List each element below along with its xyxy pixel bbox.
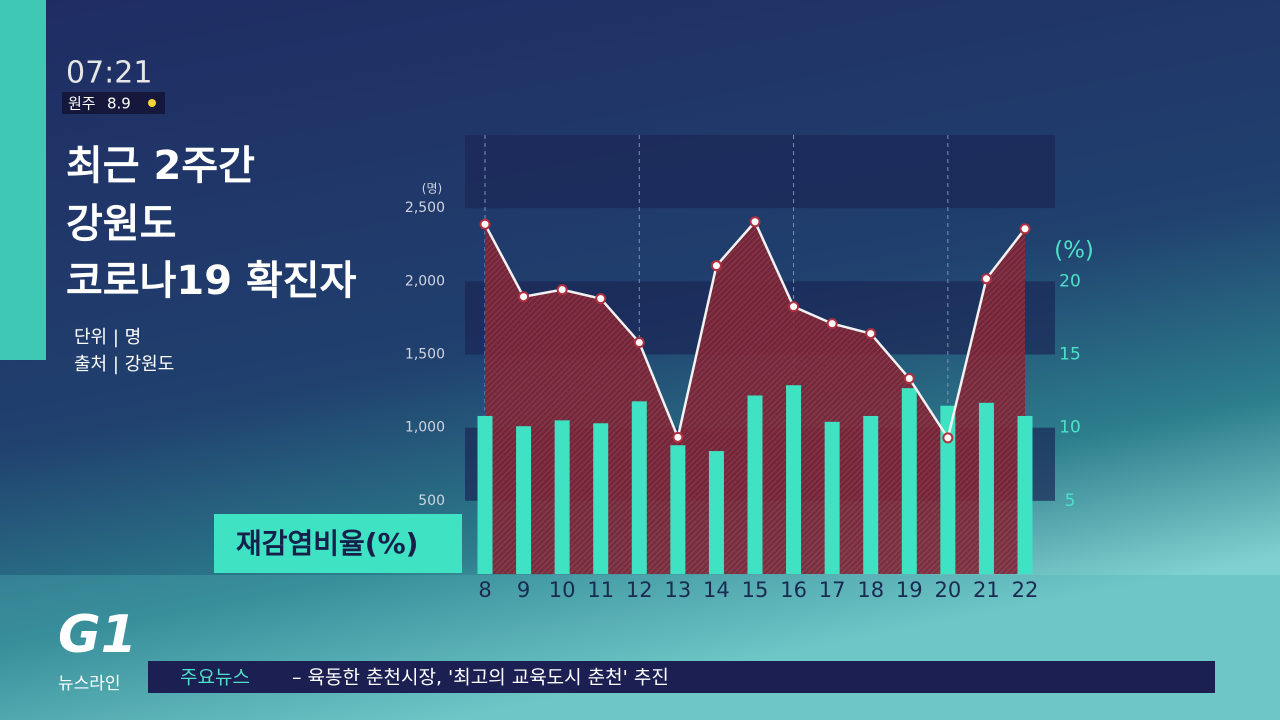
bar	[824, 421, 840, 574]
point	[518, 291, 530, 303]
weather-city: 원주	[68, 95, 96, 113]
x-tick-label: 13	[664, 578, 691, 602]
point	[672, 431, 684, 443]
point	[980, 273, 992, 285]
bar	[940, 405, 956, 574]
unit-note: 단위 | 명	[74, 327, 141, 348]
bar	[786, 385, 802, 574]
x-tick-label: 9	[517, 578, 530, 602]
x-tick-label: 14	[703, 578, 730, 602]
bottom-glow	[0, 575, 1280, 720]
grid-band	[465, 135, 1055, 209]
bar	[554, 420, 570, 574]
x-tick-label: 22	[1012, 578, 1039, 602]
x-tick-label: 10	[549, 578, 576, 602]
point	[788, 301, 800, 313]
title-line: 최근 2주간	[66, 143, 255, 189]
x-tick-label: 19	[896, 578, 923, 602]
y2-axis-unit: (%)	[1054, 238, 1094, 264]
bar	[593, 423, 609, 574]
point	[749, 216, 761, 228]
title-line: 강원도	[66, 201, 176, 247]
bar	[747, 395, 763, 574]
y-tick-label: 2,500	[405, 200, 445, 216]
bar	[901, 388, 917, 574]
y-tick-label: 2,000	[405, 273, 445, 289]
x-tick-label: 17	[819, 578, 846, 602]
y-tick-label: 1,500	[405, 347, 445, 363]
x-tick-label: 16	[780, 578, 807, 602]
bar	[477, 415, 493, 574]
weather-box	[62, 92, 165, 114]
bar	[670, 445, 686, 574]
y-tick-label: 1,000	[405, 420, 445, 436]
legend-label: 재감염비율(%)	[236, 527, 418, 560]
plot: 500 1,000 1,500 2,000 2,500 (명) 5 10 15 20 (%) 8 9 10…	[405, 135, 1094, 602]
point	[865, 328, 877, 340]
clock-time: 07:21	[66, 56, 152, 91]
side-strip	[0, 0, 46, 360]
x-tick-label: 21	[973, 578, 1000, 602]
point	[556, 284, 568, 296]
point	[633, 337, 645, 349]
x-tick-label: 20	[934, 578, 961, 602]
legend-box	[214, 514, 462, 573]
x-tick-label: 12	[626, 578, 653, 602]
ticker-bar	[148, 661, 1215, 693]
ticker-headline: – 육동한 춘천시장, '최고의 교육도시 춘천' 추진	[292, 667, 669, 689]
weather-temp: 8.9	[107, 95, 131, 113]
y2-tick-label: 15	[1059, 345, 1081, 365]
point	[710, 260, 722, 272]
bar	[863, 415, 879, 574]
y2-tick-label: 10	[1059, 418, 1081, 438]
x-tick-label: 8	[478, 578, 491, 602]
x-tick-label: 11	[587, 578, 614, 602]
point	[826, 318, 838, 330]
y-tick-label: 500	[418, 493, 445, 509]
x-tick-label: 15	[742, 578, 769, 602]
weather-icon	[148, 99, 156, 107]
point	[479, 218, 491, 230]
bar	[1017, 415, 1033, 574]
bar	[516, 426, 532, 574]
y2-tick-label: 5	[1065, 491, 1076, 511]
y2-tick-label: 20	[1059, 271, 1081, 291]
point	[903, 372, 915, 384]
point	[1019, 223, 1031, 235]
logo-mark: G1	[58, 605, 137, 665]
point	[595, 293, 607, 305]
source-note: 출처 | 강원도	[74, 354, 174, 375]
y-axis-unit: (명)	[422, 182, 442, 196]
bar	[708, 451, 724, 574]
point	[942, 432, 954, 444]
x-tick-label: 18	[857, 578, 884, 602]
title-line: 코로나19 확진자	[66, 258, 357, 304]
bar	[978, 402, 994, 574]
logo-program: 뉴스라인	[58, 674, 121, 694]
ticker-label: 주요뉴스	[180, 667, 250, 689]
bar	[631, 401, 647, 574]
